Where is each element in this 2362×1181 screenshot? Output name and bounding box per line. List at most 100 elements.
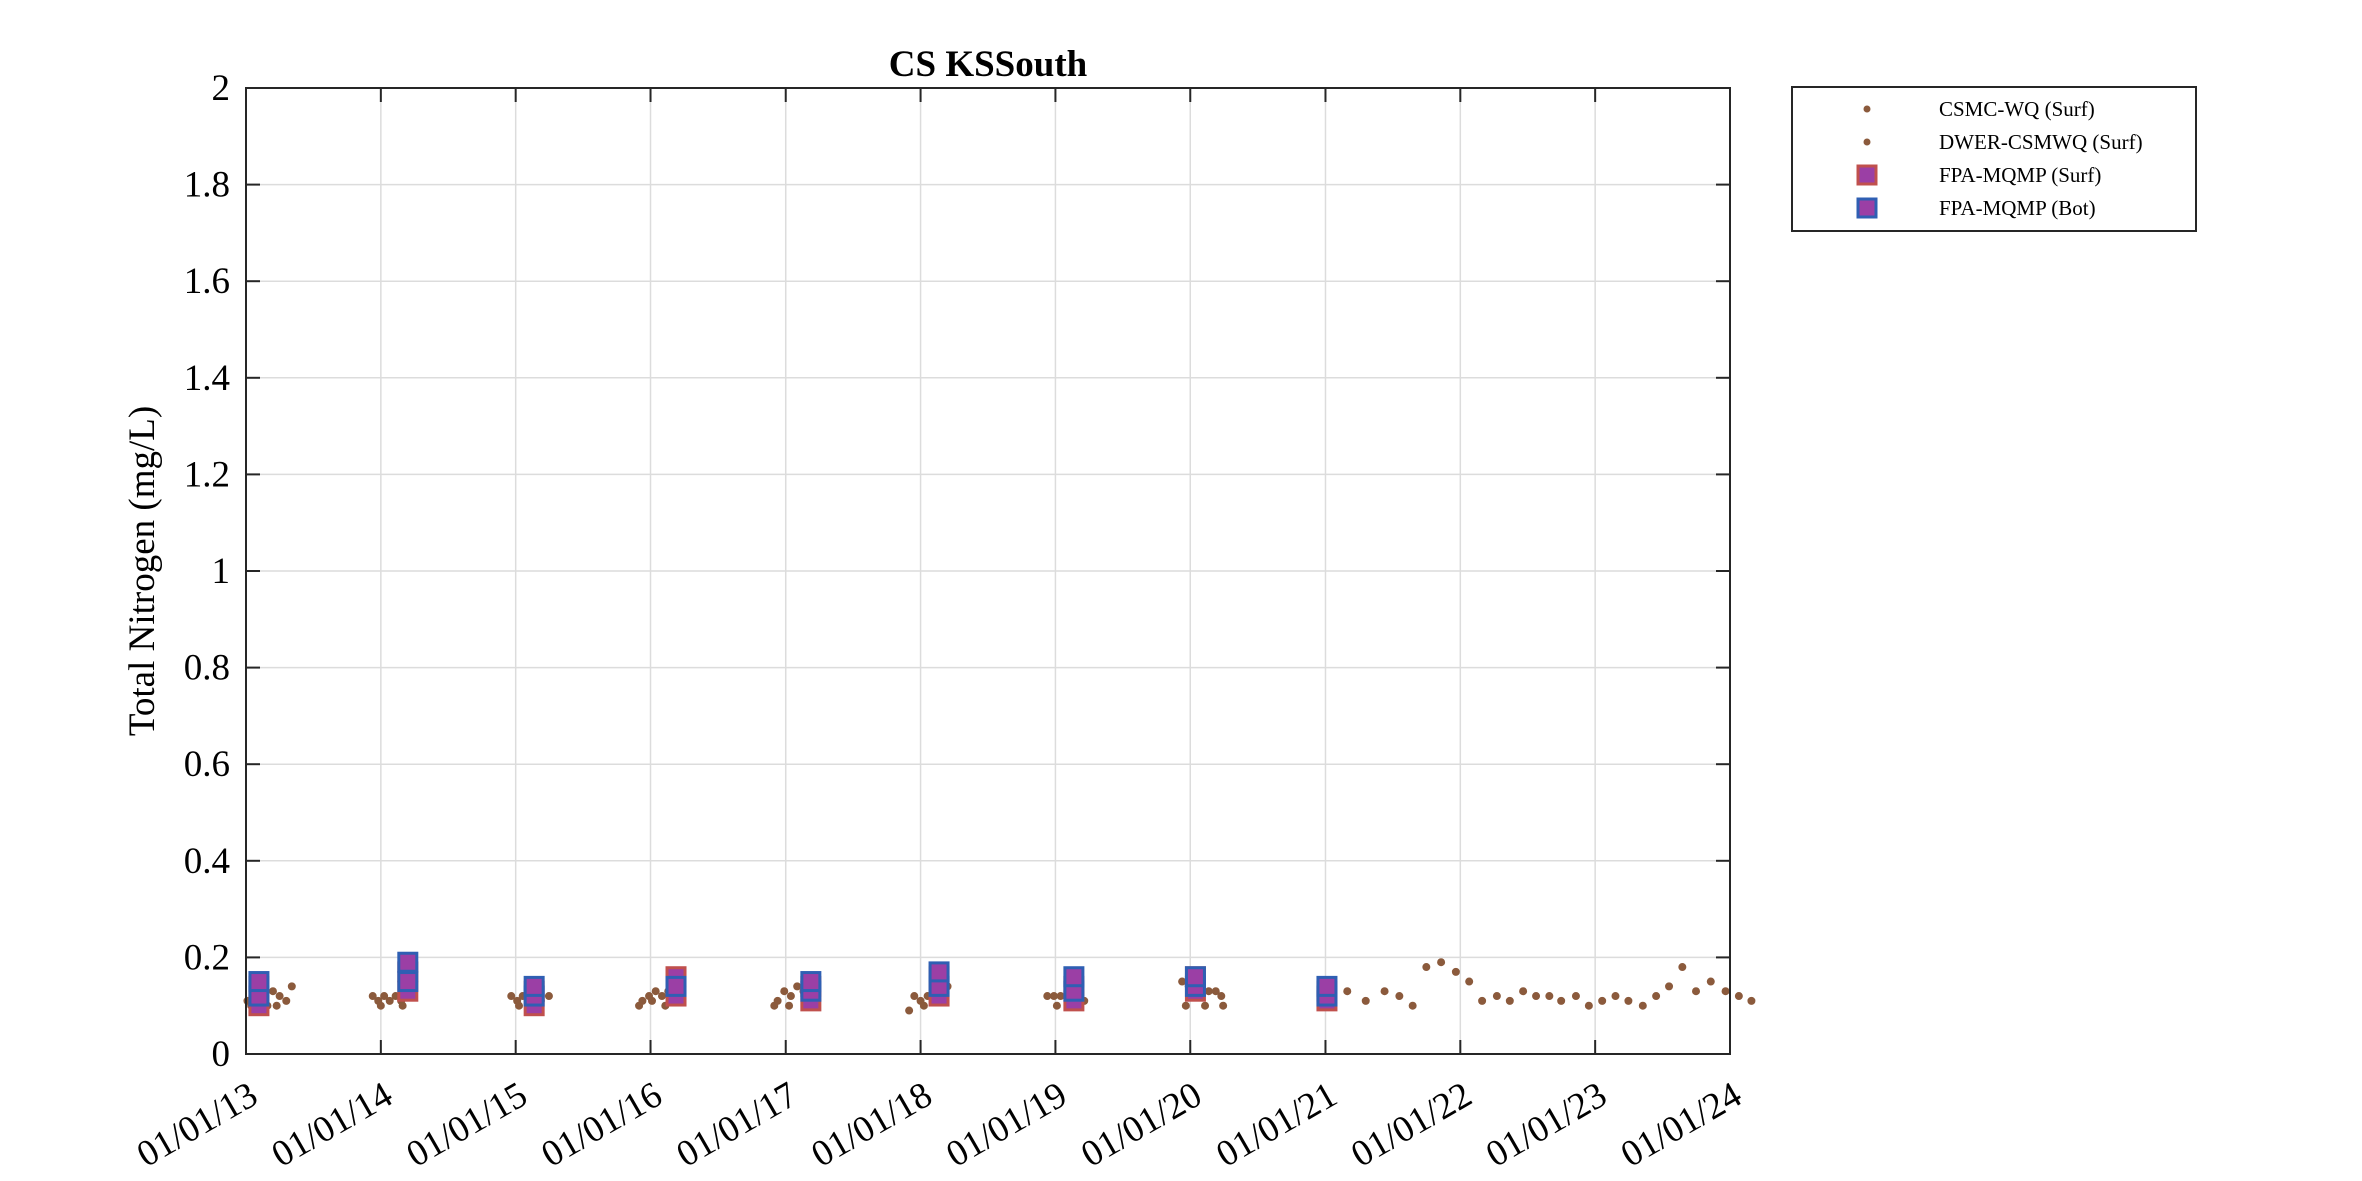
data-point-csmc-wq (507, 992, 516, 1001)
data-point-csmc-wq (651, 987, 660, 996)
x-tick-label: 01/01/21 (1210, 1074, 1344, 1175)
legend: CSMC-WQ (Surf) DWER-CSMWQ (Surf) FPA-MQM… (1791, 86, 2197, 232)
legend-label-fpa-surf: FPA-MQMP (Surf) (1939, 163, 2101, 187)
y-tick-label: 0 (212, 1034, 231, 1075)
data-point-dwer-csmwq (785, 1001, 794, 1010)
data-point-fpa-bot (1063, 966, 1085, 988)
data-point-dwer-csmwq (398, 1001, 407, 1010)
data-point-dwer-csmwq (1611, 992, 1620, 1001)
data-point-dwer-csmwq (1478, 996, 1487, 1005)
data-point-csmc-wq (1043, 992, 1052, 1001)
legend-marker-csmc-wq (1863, 105, 1871, 113)
data-point-dwer-csmwq (1571, 992, 1580, 1001)
y-tick-label: 0.8 (184, 648, 230, 689)
data-point-fpa-bot (1184, 966, 1206, 988)
data-point-dwer-csmwq (1361, 996, 1370, 1005)
y-tick-label: 2 (212, 68, 231, 109)
legend-label-csmc-wq: CSMC-WQ (Surf) (1939, 97, 2095, 121)
data-point-dwer-csmwq (1451, 967, 1460, 976)
legend-marker-dwer-csmwq (1863, 138, 1871, 146)
y-tick-label: 1 (212, 551, 231, 592)
data-point-dwer-csmwq (1519, 987, 1528, 996)
y-tick-label: 0.2 (184, 937, 230, 978)
x-tick-label: 01/01/22 (1344, 1074, 1478, 1175)
data-point-dwer-csmwq (1201, 1001, 1210, 1010)
data-point-dwer-csmwq (1557, 996, 1566, 1005)
x-tick-label: 01/01/15 (400, 1074, 534, 1175)
y-tick-label: 1.6 (184, 261, 230, 302)
data-point-dwer-csmwq (1395, 992, 1404, 1001)
data-point-dwer-csmwq (1437, 958, 1446, 967)
x-tick-label: 01/01/19 (939, 1074, 1073, 1175)
data-point-dwer-csmwq (919, 1001, 928, 1010)
data-point-dwer-csmwq (1692, 987, 1701, 996)
data-point-dwer-csmwq (1505, 996, 1514, 1005)
data-point-fpa-bot (397, 971, 419, 993)
data-point-fpa-bot (928, 961, 950, 983)
plot-frame (245, 87, 1731, 1055)
data-point-dwer-csmwq (272, 1001, 281, 1010)
data-point-dwer-csmwq (1721, 987, 1730, 996)
data-point-dwer-csmwq (1492, 992, 1501, 1001)
data-point-csmc-wq (1204, 987, 1213, 996)
data-point-dwer-csmwq (1665, 982, 1674, 991)
data-point-fpa-bot (665, 975, 687, 997)
data-markers (243, 951, 1756, 1017)
data-point-dwer-csmwq (1678, 963, 1687, 972)
data-point-dwer-csmwq (905, 1006, 914, 1015)
x-tick-label: 01/01/24 (1614, 1074, 1748, 1175)
data-point-fpa-bot (397, 951, 419, 973)
x-tick-label: 01/01/18 (805, 1074, 939, 1175)
data-point-csmc-wq (793, 982, 802, 991)
data-point-dwer-csmwq (1181, 1001, 1190, 1010)
data-point-dwer-csmwq (1584, 1001, 1593, 1010)
data-point-dwer-csmwq (635, 1001, 644, 1010)
data-point-fpa-bot (248, 971, 270, 993)
data-point-dwer-csmwq (1219, 1001, 1228, 1010)
data-point-csmc-wq (385, 996, 394, 1005)
data-point-csmc-wq (1056, 992, 1065, 1001)
data-point-dwer-csmwq (1598, 996, 1607, 1005)
legend-marker-fpa-surf (1856, 164, 1878, 186)
data-point-csmc-wq (544, 992, 553, 1001)
data-point-dwer-csmwq (1652, 992, 1661, 1001)
data-point-csmc-wq (275, 992, 284, 1001)
data-point-csmc-wq (786, 992, 795, 1001)
y-tick-label: 1.4 (184, 358, 230, 399)
data-point-csmc-wq (1217, 992, 1226, 1001)
x-tick-label: 01/01/14 (265, 1074, 399, 1175)
data-point-dwer-csmwq (1624, 996, 1633, 1005)
data-point-dwer-csmwq (1545, 992, 1554, 1001)
data-point-dwer-csmwq (1706, 977, 1715, 986)
x-tick-label: 01/01/23 (1479, 1074, 1613, 1175)
data-point-csmc-wq (287, 982, 296, 991)
data-point-fpa-bot (523, 975, 545, 997)
x-tick-label: 01/01/13 (130, 1074, 264, 1175)
data-point-fpa-bot (1316, 975, 1338, 997)
data-point-csmc-wq (1211, 987, 1220, 996)
x-tick-label: 01/01/17 (670, 1074, 804, 1175)
data-point-dwer-csmwq (1465, 977, 1474, 986)
data-point-dwer-csmwq (1747, 996, 1756, 1005)
data-point-dwer-csmwq (1422, 963, 1431, 972)
data-point-csmc-wq (1049, 992, 1058, 1001)
data-point-dwer-csmwq (1052, 1001, 1061, 1010)
y-tick-label: 0.4 (184, 841, 230, 882)
y-tick-label: 0.6 (184, 744, 230, 785)
y-tick-label: 1.2 (184, 454, 230, 495)
data-point-dwer-csmwq (1734, 992, 1743, 1001)
grid (246, 88, 1730, 1054)
y-tick-label: 1.8 (184, 165, 230, 206)
data-point-dwer-csmwq (1380, 987, 1389, 996)
data-point-dwer-csmwq (515, 1001, 524, 1010)
data-point-dwer-csmwq (1638, 1001, 1647, 1010)
data-point-dwer-csmwq (1532, 992, 1541, 1001)
data-point-dwer-csmwq (770, 1001, 779, 1010)
legend-label-fpa-bot: FPA-MQMP (Bot) (1939, 196, 2096, 220)
data-point-dwer-csmwq (1408, 1001, 1417, 1010)
chart-title: CS KSSouth (889, 44, 1088, 85)
data-point-csmc-wq (268, 987, 277, 996)
data-point-csmc-wq (780, 987, 789, 996)
data-point-dwer-csmwq (648, 996, 657, 1005)
